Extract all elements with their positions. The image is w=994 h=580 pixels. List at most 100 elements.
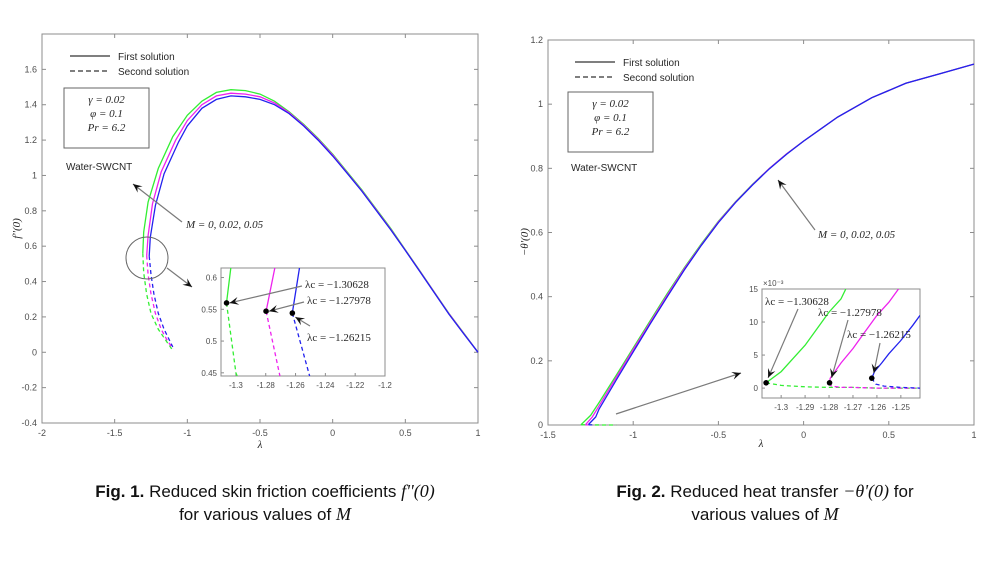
caption-fig2-tail: for	[893, 482, 914, 501]
fig2-inset: -1.3 -1.29 -1.28 -1.27 -1.26 -1.25 0 5 10 15 ×10⁻³…	[749, 279, 921, 412]
fig1-inset-xtick-label: -1.3	[229, 381, 243, 390]
fig1-xtick-label: 1	[475, 428, 480, 438]
caption-fig2: Fig. 2. Reduced heat transfer −θ'(0) for…	[555, 480, 975, 526]
fig2-inset-series-1-second	[829, 382, 920, 389]
fig1-ytick-label: -0.2	[21, 383, 37, 393]
fig1-ytick-label: 1.4	[24, 100, 37, 110]
fig2-inset-ytick-label: 10	[749, 318, 758, 327]
fig2-inset-ytick-label: 5	[754, 351, 759, 360]
fig1-critical-arrow-1-head	[269, 305, 279, 313]
fig2-inset-xtick-label: -1.27	[844, 403, 863, 412]
fig2-critical-arrow-0-shaft	[767, 308, 799, 379]
fig2-xtick-label: 0	[801, 430, 806, 440]
fig1-ytick-label: 0.2	[24, 312, 37, 322]
fig1-ytick-label: 0	[32, 347, 37, 357]
fig2-xtick-label: 1	[971, 430, 976, 440]
fig1-fluid-label: Water-SWCNT	[66, 162, 132, 173]
fig1-xtick-label: -1	[183, 428, 191, 438]
fig2-inset-series-2-second	[871, 377, 920, 389]
fig2-critical-label-0: λc = −1.30628	[765, 296, 829, 308]
fig2-inset-series-0-second	[765, 382, 920, 389]
fig1-inset-xtick-label: -1.28	[257, 381, 276, 390]
fig2-inset-xtick-label: -1.29	[796, 403, 815, 412]
fig1-critical-arrow-0-head	[229, 296, 240, 305]
fig2-inset-xtick-label: -1.28	[820, 403, 839, 412]
fig2-critical-label-1: λc = −1.27978	[818, 307, 882, 319]
fig1-params-box	[63, 87, 150, 149]
caption-fig1-line2: for various values of	[179, 505, 332, 524]
fig2-m-annotation: M = 0, 0.02, 0.05	[817, 229, 896, 241]
fig2-xtick-label: -0.5	[711, 430, 727, 440]
fig2-curves	[580, 63, 974, 426]
fig1-param-text: γ = 0.02	[88, 94, 125, 106]
fig2-critical-arrow-1-shaft	[830, 319, 849, 378]
caption-fig2-math: −θ'(0)	[843, 481, 890, 501]
fig2-inset-xtick-label: -1.26	[868, 403, 887, 412]
fig1-critical-label-1: λc = −1.27978	[307, 295, 371, 307]
fig1-series-2-first	[148, 95, 479, 353]
fig1-m-arrow-shaft	[132, 183, 183, 223]
caption-fig2-line2: various values of	[691, 505, 819, 524]
fig2-zoom-arrow-head	[731, 372, 741, 380]
fig2-inset-ytick-label: 0	[754, 384, 759, 393]
fig1-ytick-label: 1	[32, 170, 37, 180]
fig1-critical-arrow-0-shaft	[229, 285, 303, 304]
fig2-series-2-first	[588, 63, 974, 425]
caption-fig1: Fig. 1. Reduced skin friction coefficien…	[40, 480, 490, 526]
fig2-xtick-label: -1	[629, 430, 637, 440]
fig1-series-0-second	[142, 253, 174, 351]
fig1-inset-ytick-label: 0.45	[201, 369, 217, 378]
fig1-xtick-label: -2	[38, 428, 46, 438]
fig1-m-arrow-head	[133, 184, 143, 193]
fig1-critical-arrow-1-shaft	[268, 301, 305, 312]
fig1-ylabel: f''(0)	[11, 218, 23, 239]
fig1-series-2-second	[148, 256, 174, 348]
fig2-zoom-arrow-shaft	[615, 372, 742, 415]
fig1-ytick-label: 0.8	[24, 206, 37, 216]
fig1-inset-xtick-label: -1.22	[346, 381, 365, 390]
fig1-inset-xtick-label: -1.24	[316, 381, 335, 390]
fig1-param-text: Pr = 6.2	[87, 122, 126, 134]
fig2-axes: -1.5 -1 -0.5 0 0.5 100.20.40.60.811.2λ−θ'(0)F…	[519, 35, 977, 450]
caption-fig1-var: M	[335, 504, 351, 524]
fig2-inset-xtick-label: -1.3	[774, 403, 788, 412]
caption-fig1-label: Fig. 1.	[95, 482, 145, 501]
fig1-ytick-label: -0.4	[21, 418, 37, 428]
fig2-critical-point-2	[868, 375, 875, 381]
fig1-xlabel: λ	[257, 439, 263, 451]
fig1-inset-ytick-label: 0.55	[201, 305, 217, 314]
fig2-xtick-label: -1.5	[540, 430, 556, 440]
fig1-zoom-arrow-head	[182, 278, 192, 287]
fig2-critical-point-1	[826, 380, 833, 386]
fig2-inset-ytick-label: 15	[749, 285, 758, 294]
fig1-ytick-label: 0.6	[24, 241, 37, 251]
fig1-inset-curves	[225, 268, 311, 376]
fig2-ytick-label: 1.2	[530, 35, 543, 45]
caption-fig1-math: f''(0)	[401, 481, 435, 501]
fig1-critical-point-0	[223, 300, 230, 306]
fig2-critical-arrow-1-head	[830, 368, 838, 378]
fig1-inset-xtick-label: -1.2	[378, 381, 392, 390]
fig1-xtick-label: -1.5	[107, 428, 123, 438]
fig2-inset-multiplier: ×10⁻³	[763, 279, 784, 288]
caption-fig2-var: M	[823, 504, 839, 524]
fig2-param-text: Pr = 6.2	[591, 126, 630, 138]
fig1-axes: -2 -1.5 -1 -0.5 0 0.5 1 -0.4 -0.2 0 0.2 0.4 0.6 0.8 1 1…	[11, 33, 481, 451]
fig2-ytick-label: 0	[538, 420, 543, 430]
fig1-xtick-label: 0	[330, 428, 335, 438]
fig2-ytick-label: 0.2	[530, 356, 543, 366]
caption-fig2-text: Reduced heat transfer	[670, 482, 839, 501]
fig1-ytick-label: 0.4	[24, 277, 37, 287]
fig1-legend-label: First solution	[118, 52, 175, 63]
fig1-inset-ytick-label: 0.6	[206, 274, 218, 283]
fig2-inset-xtick-label: -1.25	[892, 403, 911, 412]
fig2-param-text: γ = 0.02	[592, 98, 629, 110]
fig2-critical-label-2: λc = −1.26215	[847, 329, 911, 341]
caption-fig2-label: Fig. 2.	[616, 482, 666, 501]
fig1-inset-series-0-second	[225, 302, 238, 376]
fig2-xtick-label: 0.5	[883, 430, 896, 440]
fig2-ytick-label: 0.6	[530, 228, 543, 238]
fig2-m-arrow-shaft	[777, 179, 816, 231]
fig2-legend-label: Second solution	[623, 73, 694, 84]
fig1-legend-label: Second solution	[118, 67, 189, 78]
